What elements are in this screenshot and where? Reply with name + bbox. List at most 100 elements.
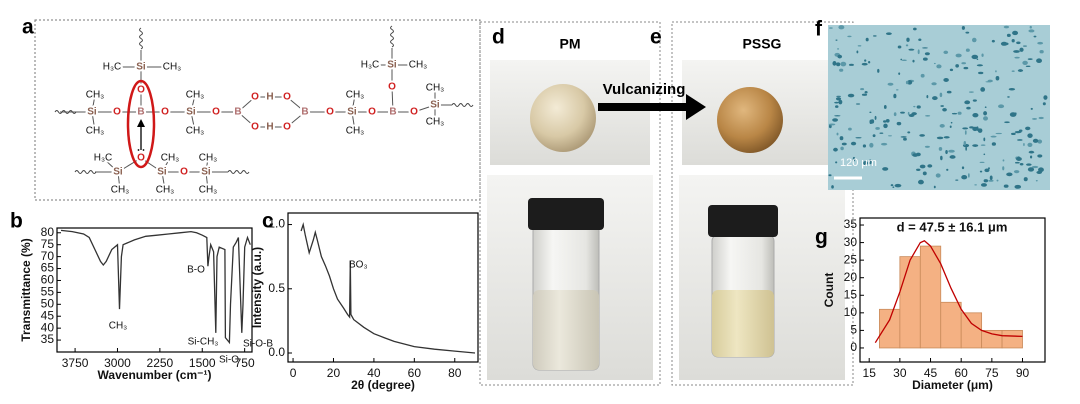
spot — [863, 161, 869, 166]
spot — [839, 68, 844, 72]
spot — [927, 164, 933, 168]
y-tick-label: 20 — [844, 270, 858, 284]
spot — [1017, 156, 1021, 160]
spot — [1033, 35, 1037, 38]
spot — [1003, 184, 1009, 188]
spot — [955, 53, 962, 58]
bond — [190, 94, 196, 113]
x-tick-label: 80 — [448, 366, 462, 380]
atom: O — [283, 92, 291, 103]
spot — [835, 161, 838, 164]
spot — [1002, 159, 1005, 162]
spot — [940, 155, 943, 161]
spot — [852, 156, 856, 162]
histogram-bar — [1001, 329, 1023, 349]
spot — [985, 81, 992, 83]
spot — [1013, 50, 1020, 53]
bond — [102, 157, 119, 173]
wavy-end — [451, 103, 474, 107]
spot — [942, 108, 947, 112]
spot — [1022, 45, 1028, 47]
spot — [1023, 177, 1028, 182]
x-tick-label: 15 — [863, 366, 877, 380]
spot — [835, 97, 842, 101]
spot — [963, 140, 967, 146]
spot — [963, 66, 969, 70]
spot — [978, 71, 984, 75]
y-tick-label: 35 — [41, 332, 55, 346]
photo-title: PM — [560, 36, 581, 52]
photo-title: PSSG — [743, 36, 782, 52]
spot — [931, 82, 937, 86]
x-tick-label: 60 — [408, 366, 422, 380]
spot — [964, 130, 967, 135]
atom: O — [113, 107, 121, 118]
spot — [881, 142, 888, 146]
spot — [988, 179, 994, 182]
spot — [887, 135, 892, 137]
y-tick-label: 1.0 — [268, 217, 285, 231]
atom: B — [301, 107, 308, 118]
bond — [140, 157, 163, 173]
y-axis-label: Intensity (a.u.) — [250, 247, 264, 328]
spot — [1035, 179, 1038, 182]
spot — [939, 124, 945, 128]
spot — [1037, 41, 1044, 45]
plot-frame — [56, 227, 253, 353]
fit-curve — [874, 240, 1023, 344]
panel-label: b — [10, 210, 23, 233]
histogram-bar — [879, 308, 901, 349]
histogram-bar — [940, 301, 962, 349]
spot — [874, 115, 877, 120]
spot — [990, 135, 997, 138]
lone-pair — [142, 149, 145, 151]
spot — [883, 123, 888, 129]
spot — [903, 137, 907, 141]
panel-label: f — [815, 18, 823, 41]
pssg-cap — [708, 205, 778, 237]
spot — [893, 93, 897, 99]
spot — [856, 50, 859, 54]
histogram-bar — [981, 329, 1003, 349]
spot — [935, 173, 941, 178]
y-tick-label: 0.0 — [268, 345, 285, 359]
spot — [1031, 165, 1039, 169]
atom: O — [410, 107, 418, 118]
spot — [1043, 95, 1048, 100]
spot — [922, 57, 928, 61]
bond — [286, 111, 306, 128]
y-tick-label: 60 — [41, 273, 55, 287]
spot — [976, 126, 979, 131]
spot — [961, 175, 968, 180]
spot — [907, 80, 913, 85]
y-tick-label: 35 — [844, 217, 858, 231]
atom: CH₃ — [346, 90, 365, 101]
spot — [949, 68, 954, 72]
spot — [976, 64, 983, 67]
spot — [900, 111, 905, 114]
atom: CH₃ — [111, 185, 130, 196]
spot — [829, 27, 833, 29]
spot — [983, 111, 988, 116]
spot — [906, 37, 910, 42]
spot — [1017, 139, 1023, 141]
atom: O — [368, 107, 376, 118]
spot — [1013, 170, 1020, 174]
x-tick-label: 3000 — [104, 356, 131, 370]
atom: CH₃ — [86, 126, 105, 137]
spot — [1004, 121, 1010, 124]
atom: Si — [347, 107, 357, 118]
x-axis-label: Wavenumber (cm⁻¹) — [98, 368, 212, 382]
spot — [883, 105, 887, 109]
spot — [841, 142, 847, 146]
spot — [962, 127, 969, 130]
atom: O — [251, 92, 259, 103]
spot — [890, 184, 894, 187]
spot — [919, 134, 925, 137]
spot — [991, 142, 996, 146]
x-tick-label: 75 — [985, 366, 999, 380]
spot — [983, 116, 989, 121]
y-axis-label: Transmittance (%) — [19, 238, 33, 341]
atom: O — [283, 122, 291, 133]
